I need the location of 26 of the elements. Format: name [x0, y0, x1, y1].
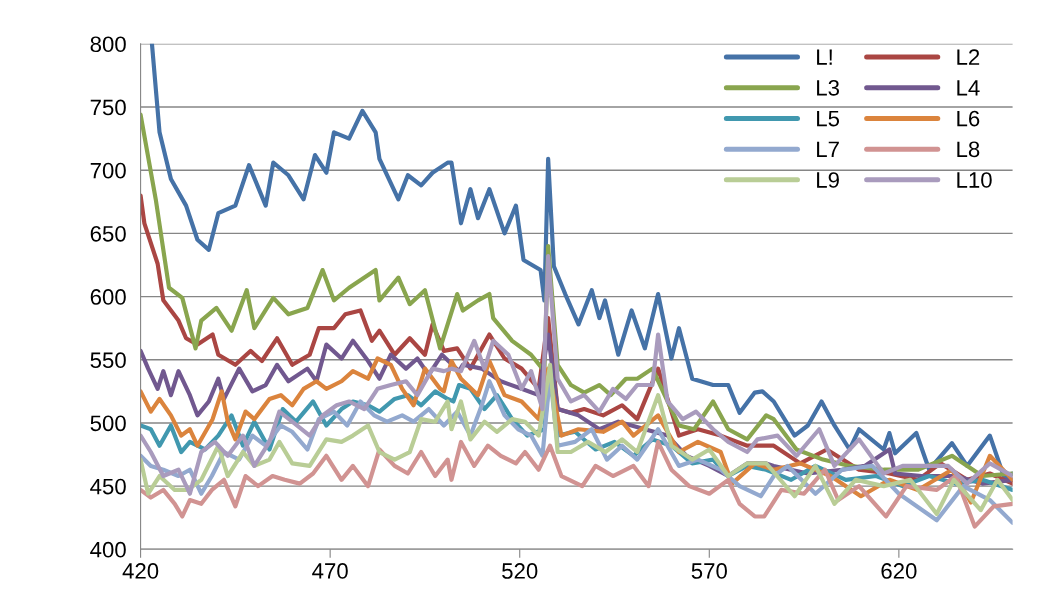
line-series: [140, 439, 1013, 529]
x-tick-label: 520: [502, 563, 538, 579]
legend-label: L8: [957, 141, 980, 158]
y-tick-label: 800: [90, 36, 126, 53]
legend-label: L9: [817, 172, 839, 188]
x-tick-label: 420: [122, 563, 159, 579]
y-tick-label: 700: [90, 162, 126, 179]
legend-label: L7: [817, 141, 839, 157]
legend-label: L10: [957, 172, 992, 188]
legend-label: L4: [957, 80, 980, 96]
y-tick-label: 500: [90, 415, 126, 432]
legend-label: L6: [957, 110, 980, 127]
legend-label: L3: [817, 79, 839, 96]
y-tick-label: 750: [90, 99, 126, 116]
y-tick-label: 600: [90, 289, 126, 305]
y-tick-label: 550: [90, 352, 126, 369]
y-tick-label: 400: [90, 541, 126, 558]
x-tick-label: 620: [881, 563, 917, 579]
y-tick-label: 650: [90, 225, 126, 242]
legend-label: L2: [957, 49, 980, 65]
x-tick-label: 470: [312, 563, 348, 579]
y-tick-label: 450: [90, 478, 126, 495]
legend-label: L!: [817, 49, 832, 65]
line-series: [140, 254, 1013, 496]
x-tick-label: 570: [691, 563, 727, 579]
legend-label: L5: [817, 110, 840, 127]
